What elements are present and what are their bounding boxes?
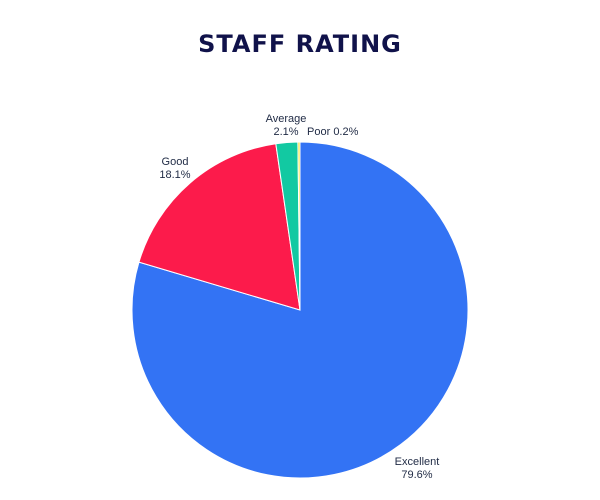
pie-slices	[131, 141, 469, 479]
slice-value-average: 2.1%	[273, 126, 298, 138]
pie-slice-poor	[297, 141, 301, 311]
slice-label-good: Good	[162, 156, 189, 168]
slice-value-good: 18.1%	[159, 169, 190, 181]
pie-labels: Excellent 79.6% Good 18.1% Average 2.1% …	[159, 113, 439, 481]
slice-label-excellent: Excellent	[395, 456, 440, 468]
chart-title: STAFF RATING	[198, 30, 402, 58]
slice-value-excellent: 79.6%	[401, 469, 432, 481]
slice-label-average: Average	[266, 113, 307, 125]
pie-slice-good	[138, 143, 301, 311]
slice-label-poor: Poor 0.2%	[307, 126, 359, 138]
